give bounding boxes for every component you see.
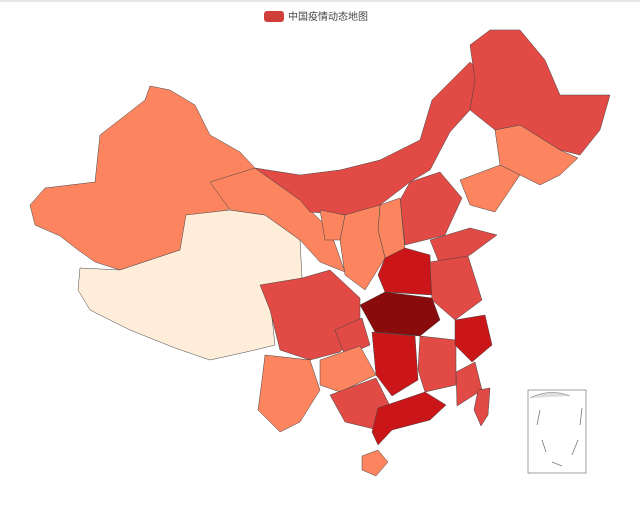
inset-frame: [527, 389, 587, 474]
hunan[interactable]: [371, 331, 419, 397]
heilongjiang[interactable]: [469, 29, 611, 156]
hainan[interactable]: [361, 449, 389, 477]
china-map: [29, 29, 611, 477]
shaanxi[interactable]: [339, 204, 386, 291]
yunnan[interactable]: [257, 354, 321, 433]
south-china-sea-inset: [527, 389, 587, 474]
guizhou[interactable]: [319, 345, 377, 393]
legend-swatch[interactable]: [264, 11, 284, 22]
ningxia[interactable]: [319, 209, 346, 241]
hubei[interactable]: [359, 291, 441, 337]
liaoning[interactable]: [459, 164, 521, 213]
legend-label[interactable]: 中国疫情动态地图: [288, 10, 368, 23]
anhui-jiangsu[interactable]: [429, 255, 483, 321]
zhejiang[interactable]: [454, 314, 493, 363]
inset-coast: [529, 392, 571, 399]
chongqing[interactable]: [334, 317, 371, 357]
dash-line: [536, 407, 583, 467]
jiangxi[interactable]: [417, 335, 457, 393]
legend[interactable]: 中国疫情动态地图: [264, 10, 368, 23]
guangdong[interactable]: [371, 391, 447, 446]
taiwan[interactable]: [473, 387, 491, 427]
